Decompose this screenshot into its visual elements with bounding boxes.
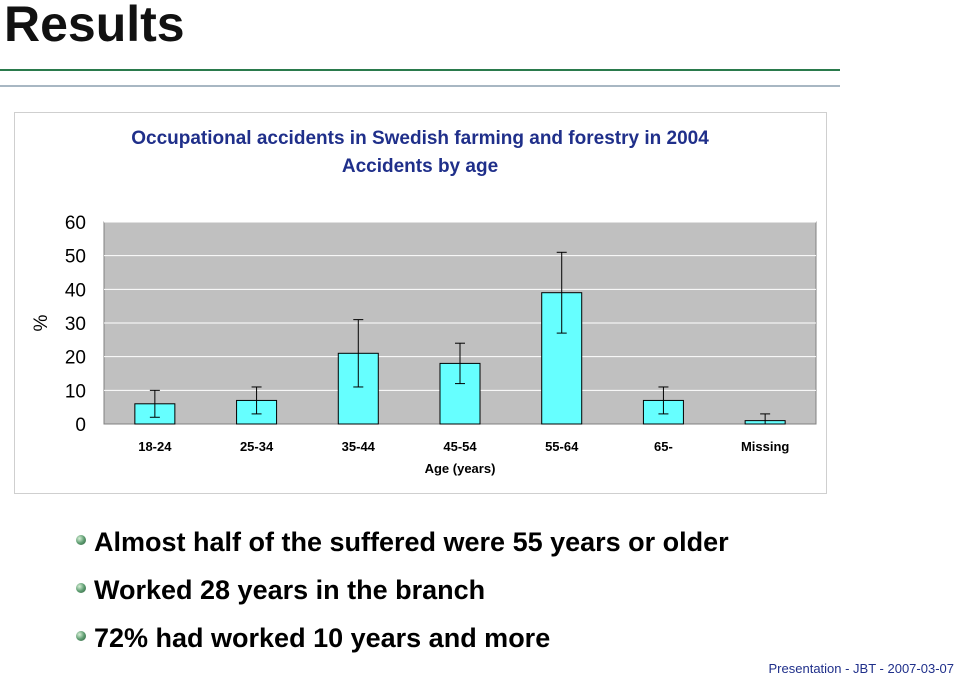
bullet-text: 72% had worked 10 years and more: [94, 623, 551, 653]
bullet-text: Worked 28 years in the branch: [94, 575, 486, 605]
bullet-icon: [76, 583, 86, 593]
x-tick-label: 65-: [654, 439, 673, 454]
x-tick-label: Missing: [741, 439, 789, 454]
x-axis-label: Age (years): [425, 461, 496, 476]
y-tick-label: 50: [65, 247, 86, 268]
title-rule-grey: [0, 85, 840, 87]
footer-text: Presentation - JBT - 2007-03-07: [768, 661, 954, 676]
bullet-text: Almost half of the suffered were 55 year…: [94, 527, 729, 557]
x-tick-label: 25-34: [240, 439, 274, 454]
y-tick-label: 20: [65, 348, 86, 369]
slide-title: Results: [4, 0, 185, 52]
bullet-item: Almost half of the suffered were 55 year…: [76, 522, 729, 570]
x-tick-label: 35-44: [342, 439, 376, 454]
y-tick-label: 0: [75, 415, 86, 436]
chart-title: Occupational accidents in Swedish farmin…: [131, 128, 709, 149]
y-tick-label: 10: [65, 381, 86, 402]
x-tick-label: 55-64: [545, 439, 579, 454]
y-axis-label: %: [31, 314, 52, 331]
bullet-item: Worked 28 years in the branch: [76, 570, 729, 618]
y-tick-label: 60: [65, 213, 86, 234]
chart-subtitle: Accidents by age: [341, 156, 499, 177]
x-tick-labels: 18-24 25-34 35-44 45-54 55-64 65- Missing: [138, 439, 789, 454]
bullet-icon: [76, 535, 86, 545]
y-tick-labels: 0 10 20 30 40 50 60: [65, 213, 86, 436]
title-rule-green: [0, 69, 840, 71]
y-tick-label: 40: [65, 280, 86, 301]
x-tick-label: 45-54: [443, 439, 477, 454]
bullet-icon: [76, 631, 86, 641]
x-tick-label: 18-24: [138, 439, 172, 454]
error-bars: [149, 251, 771, 425]
bullet-item: 72% had worked 10 years and more: [76, 618, 729, 666]
y-tick-label: 30: [65, 314, 86, 335]
bullet-list: Almost half of the suffered were 55 year…: [76, 522, 729, 666]
